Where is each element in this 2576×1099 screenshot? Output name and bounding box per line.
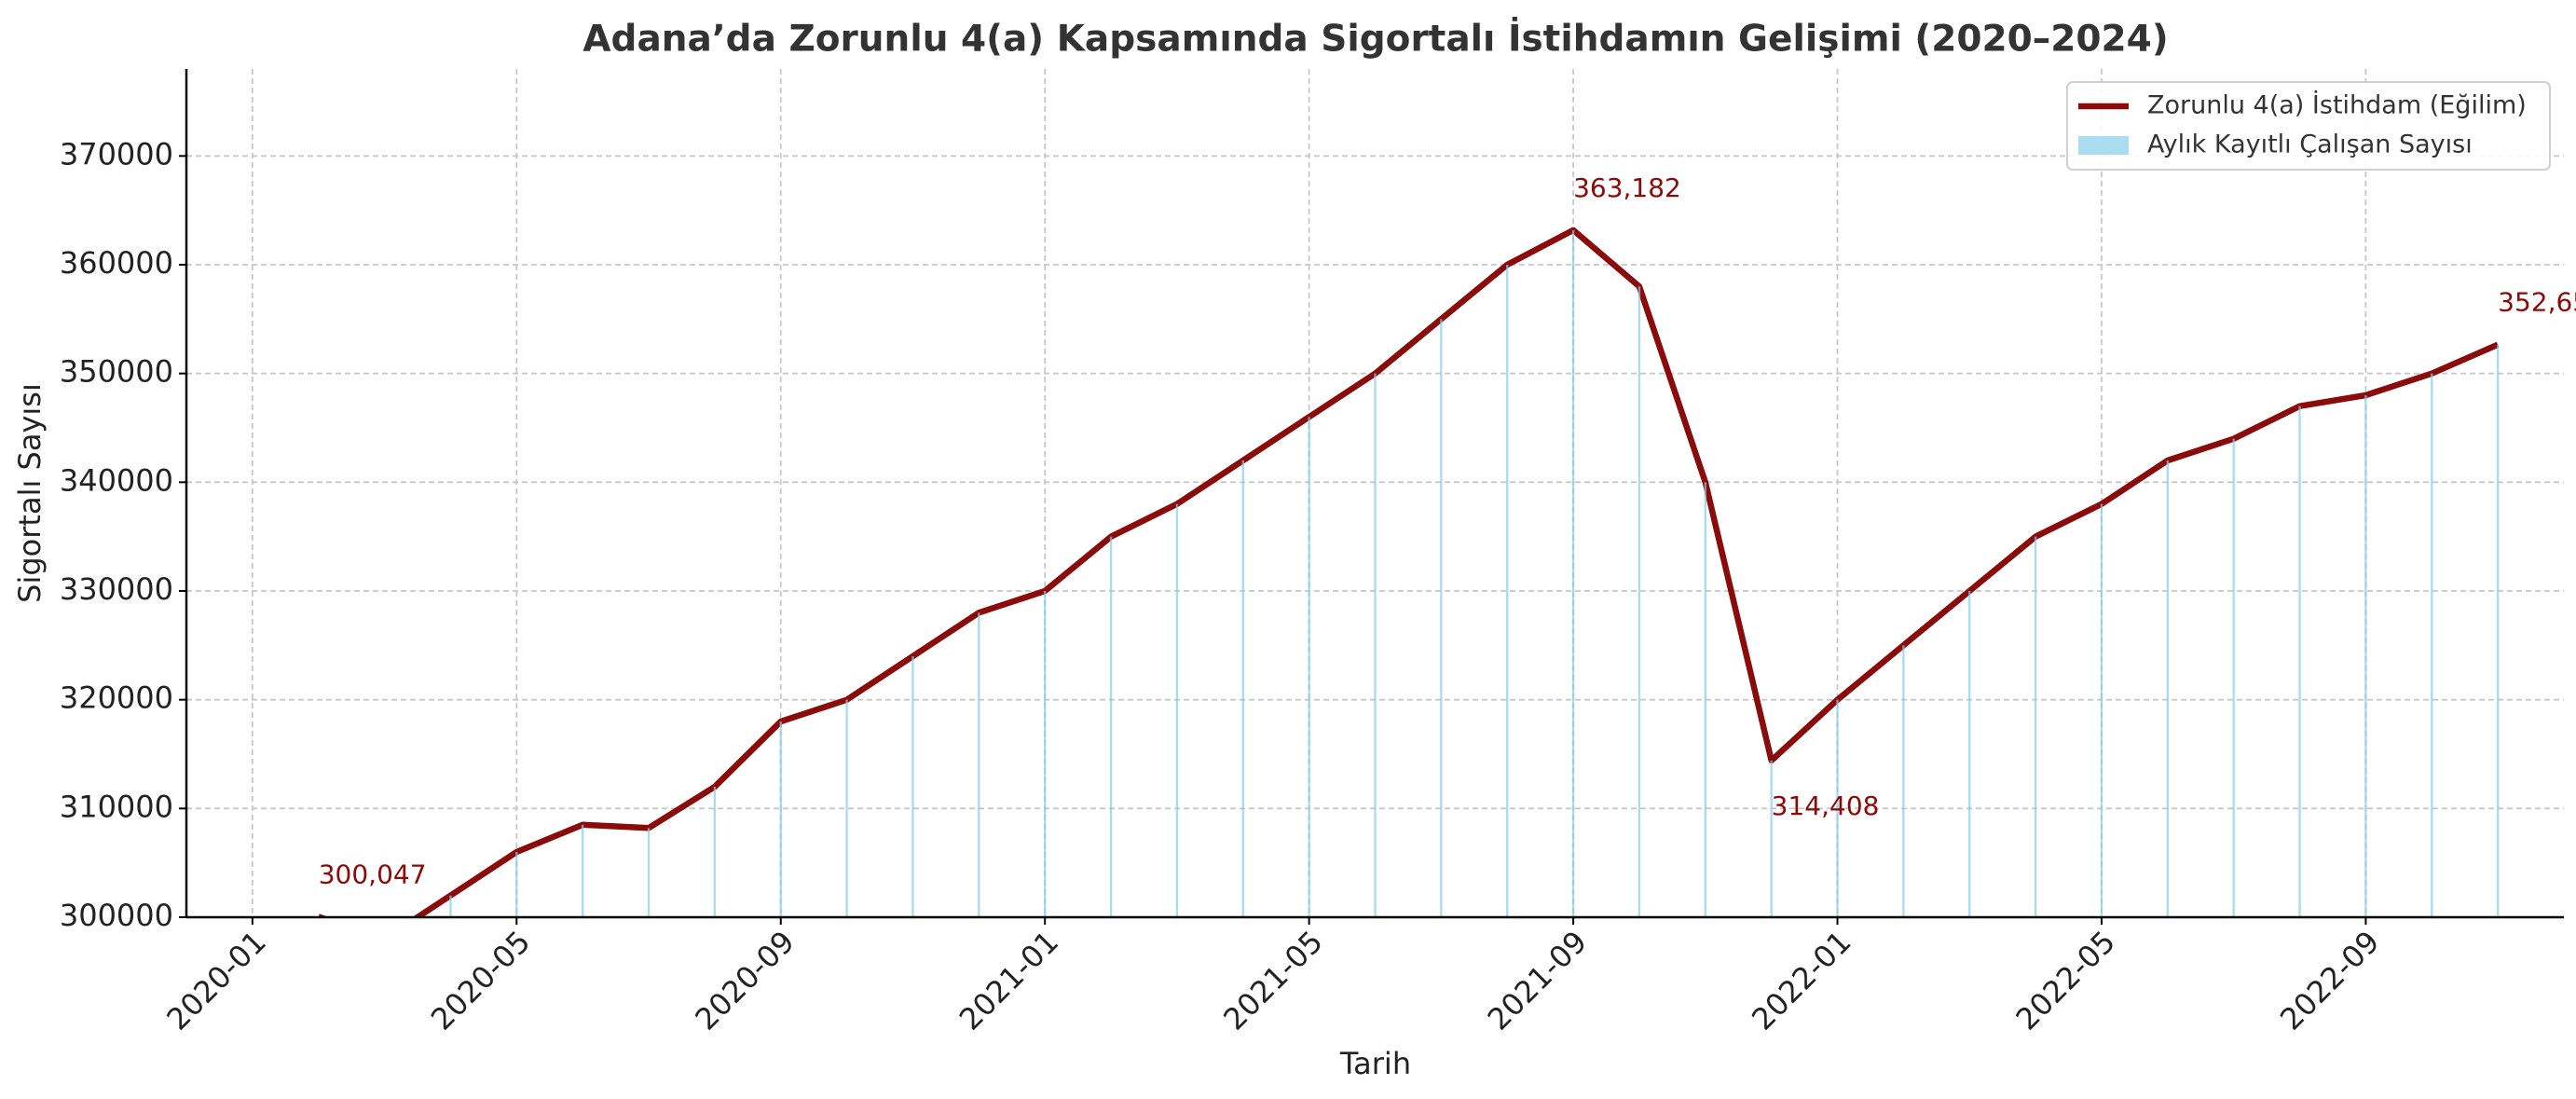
data-label: 352,653: [2498, 287, 2576, 318]
data-label: 314,408: [1772, 790, 1880, 821]
y-tick-label: 320000: [60, 680, 173, 716]
x-tick-label: 2020-09: [688, 924, 801, 1037]
y-tick-label: 370000: [60, 136, 173, 172]
y-tick-label: 340000: [60, 462, 173, 498]
x-tick-label: 2021-05: [1216, 924, 1329, 1037]
y-tick-label: 300000: [60, 898, 173, 933]
y-tick-label: 350000: [60, 354, 173, 390]
data-label: 363,182: [1573, 172, 1681, 203]
x-tick-label: 2022-05: [2009, 924, 2122, 1037]
data-label: 300,047: [319, 859, 427, 889]
legend-label: Zorunlu 4(a) İstihdam (Eğilim): [2147, 90, 2527, 120]
legend-box: [2066, 81, 2551, 171]
x-tick-label: 2021-01: [952, 924, 1065, 1037]
legend-label: Aylık Kayıtlı Çalışan Sayısı: [2147, 131, 2473, 159]
x-axis-label: Tarih: [1339, 1046, 1411, 1081]
x-tick-label: 2020-01: [159, 924, 272, 1037]
y-tick-label: 360000: [60, 245, 173, 281]
chart-title: Adana’da Zorunlu 4(a) Kapsamında Sigorta…: [582, 17, 2168, 61]
y-axis-label: Sigortalı Sayısı: [12, 383, 48, 603]
plot-area: [317, 227, 2500, 917]
legend-swatch: [2078, 136, 2129, 155]
x-tick-label: 2020-05: [424, 924, 537, 1037]
x-tick-label: 2022-09: [2273, 924, 2386, 1037]
y-tick-label: 330000: [60, 571, 173, 607]
line: [318, 227, 2500, 917]
y-tick-label: 310000: [60, 789, 173, 824]
x-tick-label: 2022-01: [1745, 924, 1857, 1037]
x-tick-label: 2021-09: [1481, 924, 1594, 1037]
